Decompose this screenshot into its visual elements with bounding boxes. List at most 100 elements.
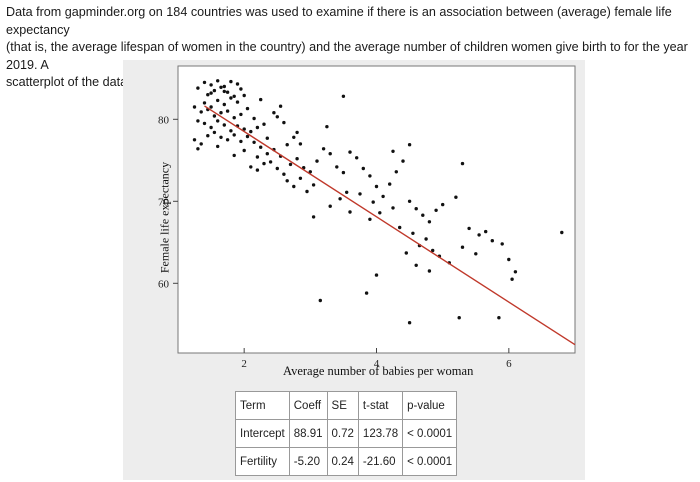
data-point <box>308 170 312 174</box>
regression-table: Term Coeff SE t-stat p-value Intercept 8… <box>235 391 458 476</box>
data-point <box>259 145 263 149</box>
data-point <box>242 93 246 98</box>
data-point <box>265 136 269 140</box>
data-point <box>216 144 220 149</box>
data-point <box>391 206 395 210</box>
data-point <box>259 97 263 102</box>
data-point <box>467 226 471 231</box>
cell-pvalue: < 0.0001 <box>402 419 458 448</box>
data-point <box>285 143 289 147</box>
data-point <box>196 119 200 123</box>
data-point <box>338 197 342 201</box>
data-point <box>474 252 478 256</box>
data-point <box>262 122 266 126</box>
intro-line-1: Data from gapminder.org on 184 countries… <box>6 5 672 37</box>
cell-se: 0.72 <box>326 419 359 448</box>
data-point <box>225 90 230 94</box>
data-point <box>513 270 518 274</box>
data-point <box>507 257 511 262</box>
data-point <box>341 170 346 175</box>
data-point <box>457 316 461 320</box>
data-point <box>278 104 283 108</box>
data-point <box>407 199 412 203</box>
header-tstat: t-stat <box>357 391 404 420</box>
y-axis-label: Female life expectancy <box>157 161 172 274</box>
x-axis-ticks: 2 4 6 <box>241 348 512 370</box>
header-se: SE <box>326 391 359 420</box>
cell-coeff: 88.91 <box>288 419 328 448</box>
data-point <box>378 211 382 215</box>
data-point <box>407 143 412 147</box>
x-tick-label: 4 <box>374 358 380 370</box>
data-point <box>298 142 303 146</box>
data-point <box>209 105 213 109</box>
data-point <box>285 179 289 183</box>
data-point <box>209 125 213 130</box>
plot-area <box>177 65 576 354</box>
data-point <box>272 111 276 115</box>
data-point <box>209 83 213 87</box>
data-point <box>199 142 203 146</box>
data-point <box>441 202 445 207</box>
cell-coeff: -5.20 <box>288 447 328 476</box>
chart-panel: 60 70 80 2 4 6 Female life expectancy Averag… <box>123 60 585 480</box>
data-point <box>209 91 213 95</box>
data-point <box>371 200 375 204</box>
data-point <box>229 79 233 84</box>
y-axis-ticks: 60 70 80 <box>158 114 178 290</box>
data-point <box>394 170 398 174</box>
data-point <box>490 239 494 243</box>
data-point <box>361 166 365 171</box>
data-point <box>196 147 200 151</box>
data-point <box>391 149 395 153</box>
data-point <box>305 189 309 194</box>
data-point <box>348 150 352 154</box>
data-point <box>192 105 197 109</box>
cell-term: Intercept <box>235 419 290 448</box>
data-point <box>292 135 296 139</box>
data-point <box>275 166 279 171</box>
data-point <box>252 116 256 121</box>
data-point <box>239 87 243 91</box>
regression-line-group <box>204 105 576 346</box>
data-point <box>222 123 226 127</box>
data-point <box>298 176 303 180</box>
data-point <box>381 194 385 199</box>
data-point <box>345 190 349 194</box>
header-pvalue: p-value <box>402 391 458 420</box>
y-tick-label: 60 <box>158 278 170 290</box>
data-point <box>288 162 293 167</box>
data-point <box>341 94 346 98</box>
regression-line <box>204 105 576 346</box>
data-point <box>414 263 418 267</box>
data-point <box>229 96 233 100</box>
data-point <box>225 138 230 142</box>
data-point <box>388 182 392 186</box>
data-point <box>245 106 250 111</box>
data-point <box>328 204 332 208</box>
data-point <box>216 119 220 123</box>
cell-tstat: -21.60 <box>357 447 404 476</box>
table-row: Fertility -5.20 0.24 -21.60 < 0.0001 <box>235 447 458 476</box>
data-point <box>348 210 352 214</box>
data-point <box>414 207 418 211</box>
data-point <box>454 195 458 199</box>
data-point <box>431 248 435 253</box>
data-point <box>460 245 465 249</box>
x-tick-label: 6 <box>506 358 512 370</box>
data-point <box>315 159 319 163</box>
data-point <box>265 152 269 156</box>
data-point <box>219 111 223 115</box>
data-point <box>232 133 236 137</box>
x-tick-label: 2 <box>241 358 247 370</box>
data-point <box>216 79 220 83</box>
data-point <box>318 298 322 303</box>
data-point <box>364 291 369 295</box>
data-point <box>212 114 217 118</box>
data-point <box>411 231 415 235</box>
data-point <box>328 152 332 156</box>
data-point <box>398 225 402 230</box>
data-point <box>255 168 260 172</box>
data-point <box>229 129 233 133</box>
data-point <box>460 161 465 166</box>
